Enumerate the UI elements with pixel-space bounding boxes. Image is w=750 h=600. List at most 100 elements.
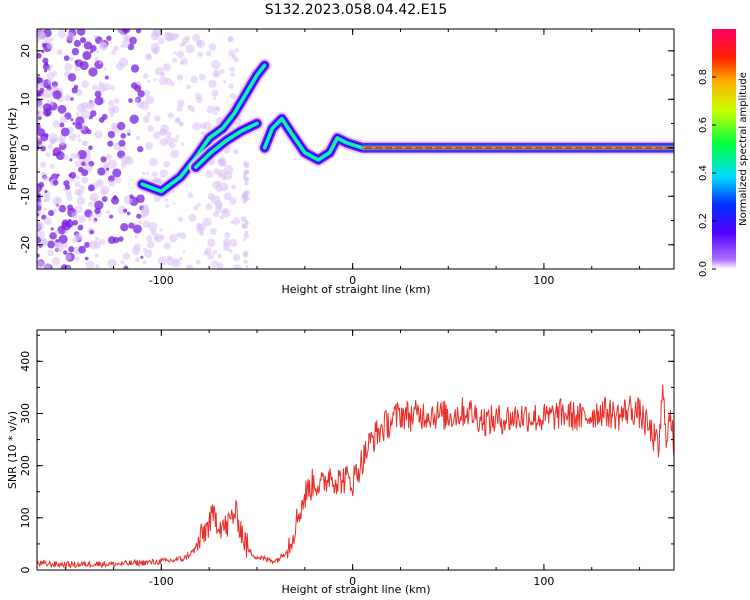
- noise-blob: [74, 189, 81, 196]
- noise-blob: [205, 203, 213, 210]
- noise-blob: [217, 253, 223, 259]
- noise-blob: [128, 98, 133, 103]
- noise-blob: [111, 196, 120, 205]
- noise-blob: [89, 213, 94, 218]
- noise-blob: [209, 227, 217, 235]
- noise-blob: [86, 129, 92, 135]
- noise-blob: [167, 112, 174, 119]
- noise-blob: [81, 140, 87, 146]
- noise-blob: [173, 51, 177, 55]
- noise-blob: [222, 208, 228, 215]
- noise-blob: [140, 255, 144, 259]
- noise-blob: [47, 249, 54, 257]
- noise-blob: [90, 110, 97, 117]
- noise-blob: [232, 264, 242, 269]
- noise-blob: [134, 234, 139, 239]
- noise-blob: [170, 149, 179, 159]
- noise-blob: [52, 152, 56, 157]
- noise-blob: [211, 59, 221, 70]
- noise-blob: [47, 144, 54, 150]
- noise-blob: [154, 66, 164, 76]
- noise-blob: [55, 229, 60, 235]
- noise-blob: [64, 229, 69, 234]
- noise-blob: [120, 44, 124, 48]
- noise-blob: [186, 264, 193, 269]
- noise-blob: [152, 29, 162, 38]
- noise-blob: [69, 56, 74, 62]
- spectrogram-y-tick-label: 20: [19, 44, 32, 58]
- noise-blob: [65, 253, 72, 261]
- snr-panel: -100 0 100 0 100 200 300 400 Height of straight…: [6, 329, 675, 596]
- noise-blob: [51, 256, 61, 266]
- noise-blob: [223, 192, 232, 201]
- noise-blob: [49, 232, 57, 240]
- noise-blob: [111, 50, 117, 55]
- noise-blob: [63, 154, 69, 160]
- noise-blob: [123, 146, 127, 150]
- noise-blob: [75, 122, 83, 130]
- noise-blob: [243, 259, 248, 264]
- noise-blob: [88, 115, 93, 120]
- snr-line: [37, 384, 674, 569]
- noise-blob: [172, 57, 178, 63]
- spectrogram-x-tick-label: 100: [533, 274, 554, 287]
- noise-blob: [142, 115, 150, 124]
- noise-blob: [49, 64, 54, 68]
- noise-blob: [120, 259, 125, 265]
- noise-blob: [149, 157, 158, 167]
- noise-blob: [44, 62, 49, 67]
- noise-blob: [68, 246, 75, 253]
- noise-blob: [74, 232, 83, 241]
- noise-blob: [129, 194, 134, 199]
- noise-blob: [93, 241, 102, 249]
- noise-blob: [119, 31, 125, 37]
- ridge-lower-track-layer-4: [194, 122, 258, 169]
- noise-blob: [43, 69, 48, 73]
- noise-blob: [69, 171, 77, 179]
- noise-blob: [218, 173, 223, 178]
- noise-blob: [224, 232, 231, 239]
- noise-blob: [80, 176, 89, 184]
- noise-blob: [77, 224, 84, 231]
- noise-blob: [57, 29, 67, 38]
- spectrogram-frame: [36, 28, 675, 270]
- noise-blob: [174, 116, 181, 123]
- noise-blob: [191, 109, 195, 113]
- noise-blob: [159, 137, 168, 147]
- noise-blob: [81, 109, 90, 119]
- noise-blob: [108, 100, 115, 107]
- noise-blob: [172, 202, 176, 206]
- noise-blob: [64, 94, 71, 102]
- noise-blob: [50, 138, 56, 144]
- noise-blob: [134, 98, 139, 103]
- noise-blob: [106, 35, 112, 41]
- noise-blob: [177, 99, 185, 107]
- noise-blob: [134, 257, 140, 263]
- noise-blob: [67, 73, 77, 82]
- noise-blob: [78, 138, 82, 143]
- spectrogram-x-tick-label: 0: [349, 274, 356, 287]
- noise-blob: [126, 128, 132, 134]
- noise-blob: [205, 50, 212, 57]
- noise-blob: [40, 161, 47, 168]
- noise-blob: [63, 250, 68, 255]
- noise-blob: [37, 167, 40, 171]
- noise-blob: [242, 200, 246, 204]
- noise-blob: [138, 220, 143, 225]
- noise-blob: [208, 43, 217, 51]
- noise-blob: [188, 213, 197, 222]
- colorbar-gradient: [712, 29, 736, 269]
- noise-blob: [148, 222, 158, 232]
- noise-blob: [109, 214, 114, 219]
- noise-blob: [65, 32, 76, 42]
- noise-blob: [120, 223, 129, 232]
- noise-blob: [192, 122, 201, 131]
- noise-blob: [165, 77, 173, 85]
- noise-blob: [79, 185, 86, 192]
- noise-blob: [56, 49, 63, 56]
- noise-blob: [175, 33, 180, 38]
- noise-blob: [193, 205, 199, 211]
- noise-blob: [241, 222, 247, 229]
- noise-blob: [74, 160, 82, 167]
